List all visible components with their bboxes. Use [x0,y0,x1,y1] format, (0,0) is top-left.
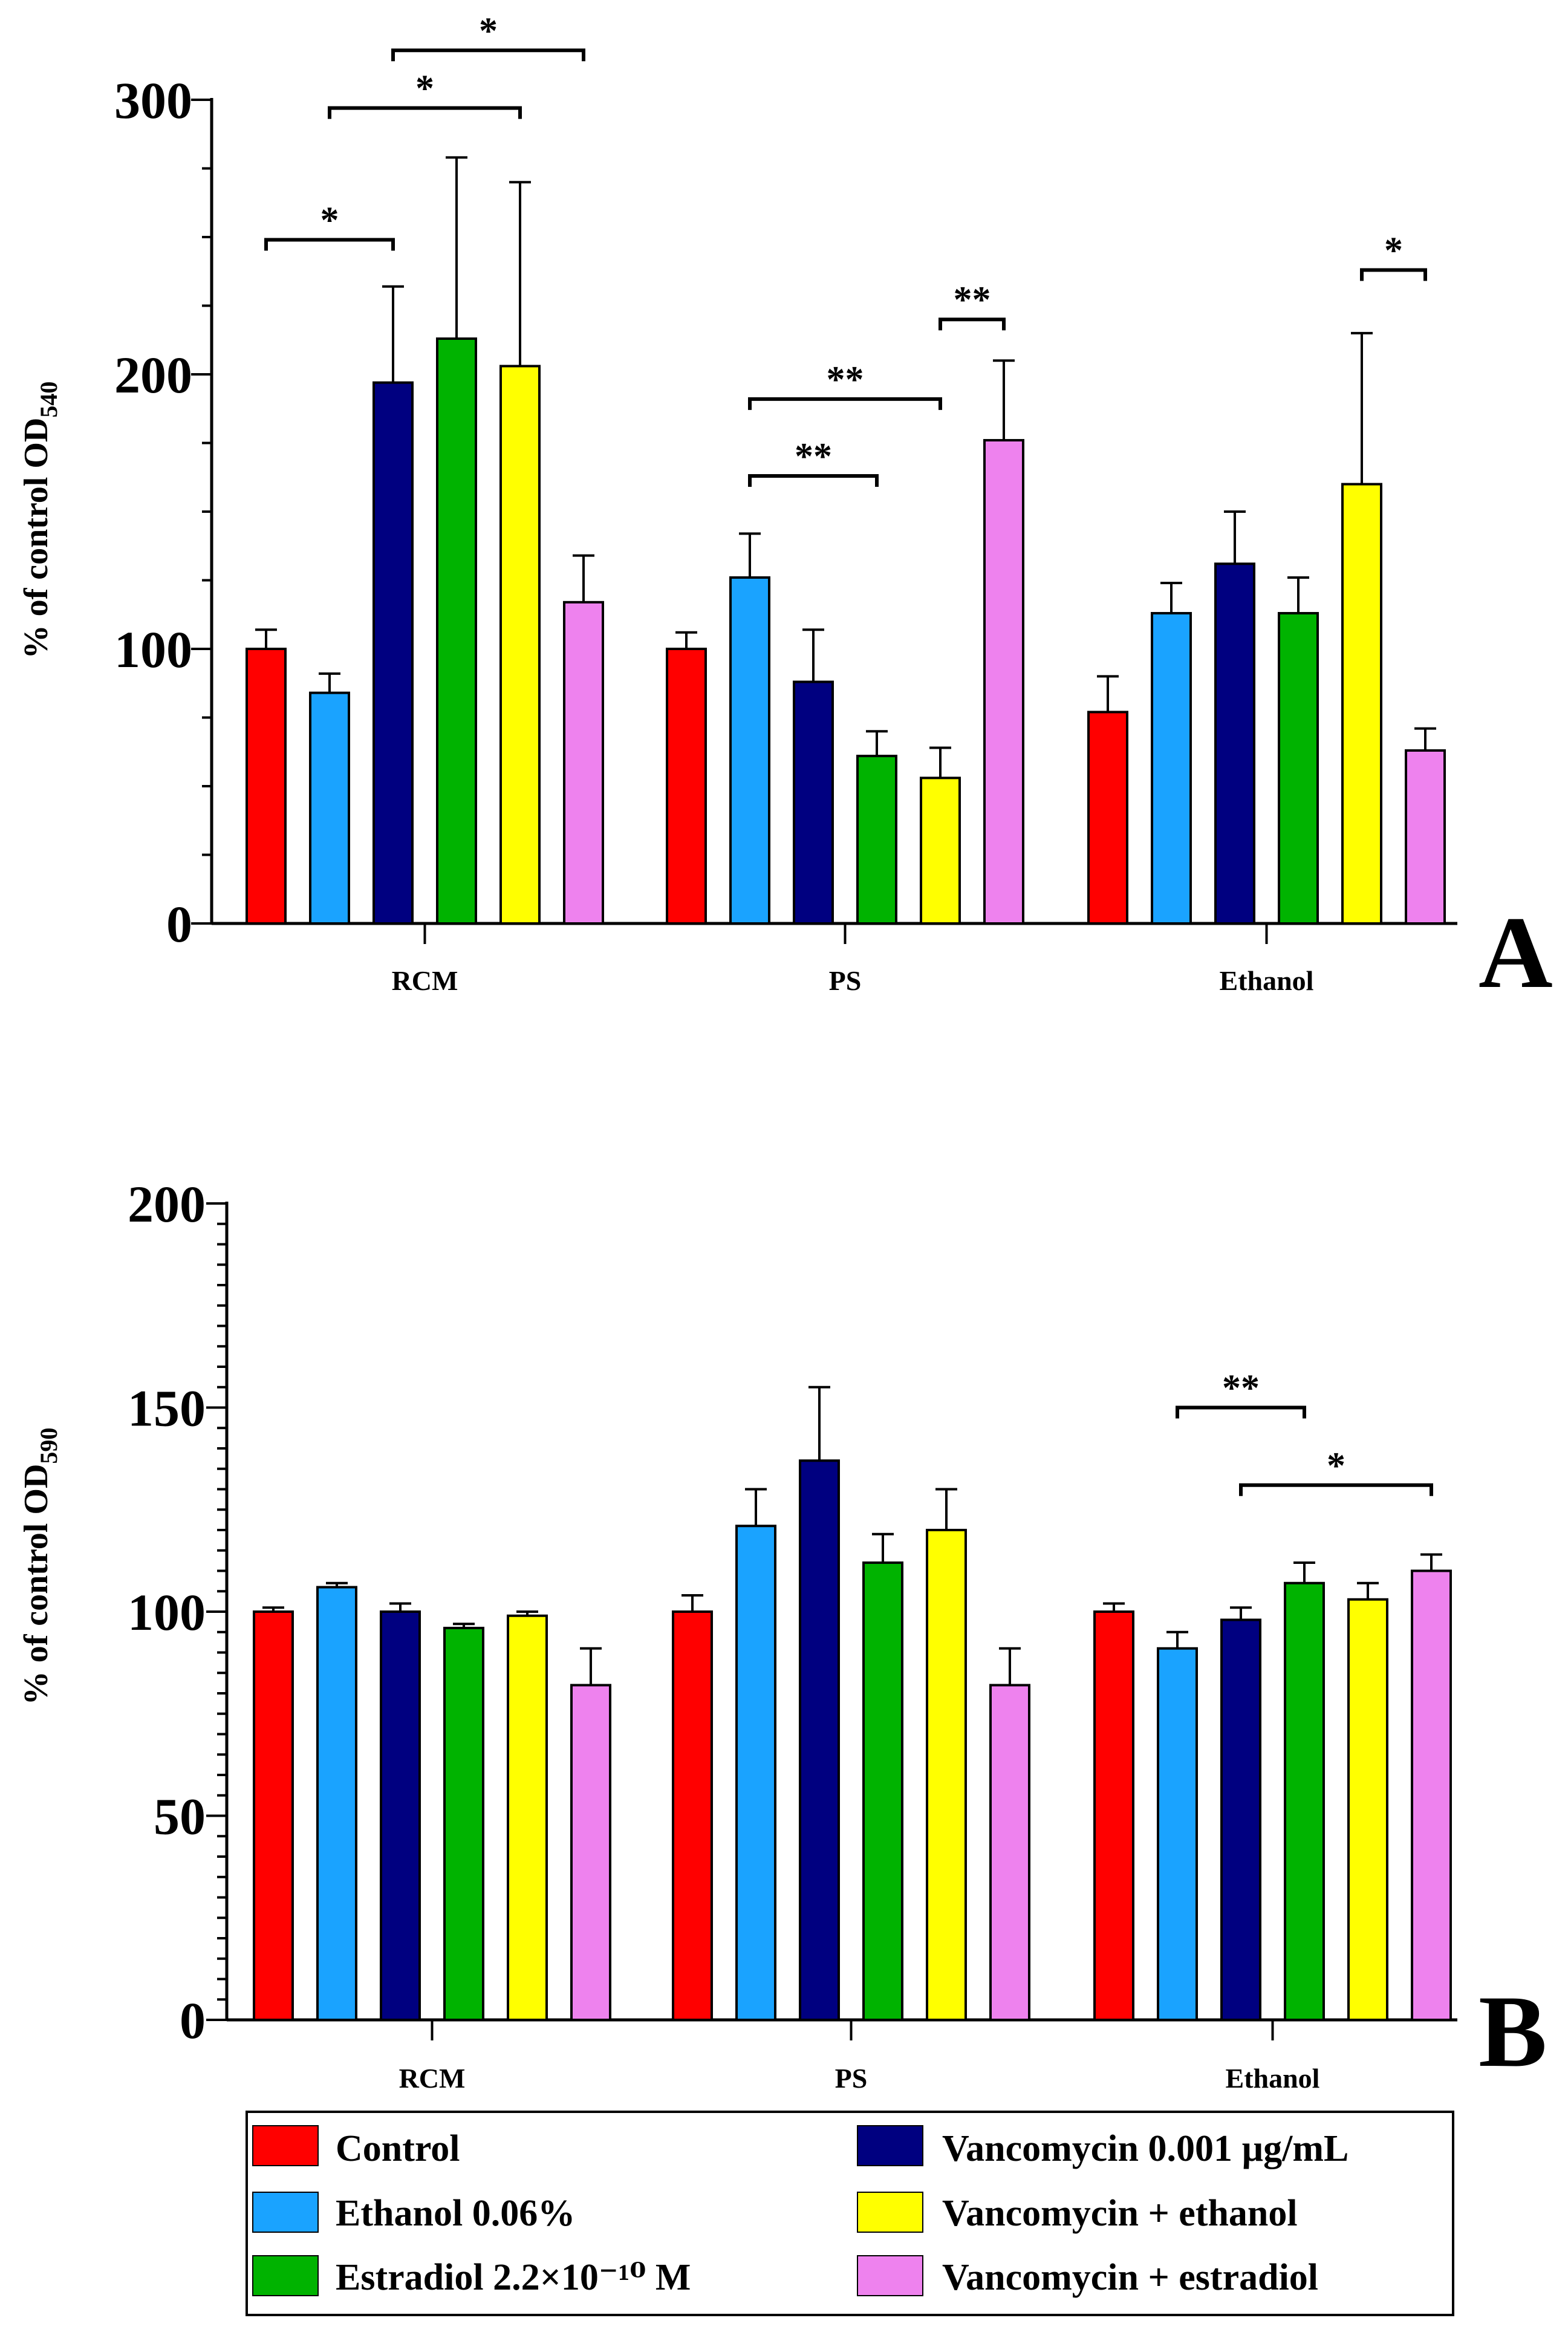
panel-a-bar [309,691,350,925]
panel-b-bar [507,1614,548,2021]
panel-a-bar [372,381,414,925]
panel-b-significance-label: * [1327,1445,1345,1486]
panel-a-significance-bracket [939,317,1006,331]
panel-a-significance-label: * [479,10,498,51]
legend: Control Ethanol 0.06% Estradiol 2.2×10⁻¹… [246,2111,1454,2316]
panel-b-bar [735,1525,776,2021]
panel-a-significance-label: ** [795,436,832,477]
panel-b-bar [1093,1610,1134,2021]
panel-a-chart: % of control OD540 A 0 100 200 300 RCM PS Etha… [18,10,1553,1009]
panel-a-significance-bracket [264,238,395,251]
panel-a-bar [436,337,477,925]
panel-a-significance-bracket [1360,268,1427,281]
panel-a-bar [499,365,541,925]
panel-a-bar [856,755,897,925]
panel-b-bar [799,1459,840,2021]
panel-a-bar [246,648,287,925]
panel-b-chart: % of control OD590 B 0 50 100 150 200 RCM PS Et… [18,1175,1547,2094]
panel-b-bar [1220,1618,1261,2021]
panel-b-y-tick-label: 100 [128,1583,206,1641]
panel-b-y-tick-label: 150 [128,1379,206,1437]
panel-b-y-tick-label: 50 [154,1788,206,1846]
panel-a-y-tick-label: 100 [114,620,192,679]
panel-b-bar [443,1627,484,2021]
legend-label-control: Control [336,2128,460,2169]
legend-label-vancomycin-estradiol: Vancomycin + estradiol [942,2257,1318,2298]
panel-b-significance-bracket [1176,1405,1306,1419]
panel-a-significance-label: * [415,68,434,109]
panel-b-x-category-label: Ethanol [1226,2063,1320,2094]
panel-a-y-tick-label: 300 [114,71,192,129]
panel-b-bar [570,1684,611,2021]
panel-b-letter: B [1479,1975,1547,2088]
legend-label-ethanol: Ethanol 0.06% [336,2193,575,2234]
panel-b-bar [1284,1581,1325,2021]
panel-b-bar [380,1610,421,2021]
panel-a-bar [729,576,770,925]
panel-a-letter: A [1479,896,1553,1009]
panel-b-bar [1347,1598,1388,2021]
panel-a-bar [666,648,707,925]
legend-label-vancomycin-ethanol: Vancomycin + ethanol [942,2193,1298,2234]
panel-a-x-category-label: Ethanol [1220,965,1314,996]
panel-a-significance-bracket [748,397,942,410]
panel-b-bar [316,1586,357,2021]
panel-b-bar [862,1561,903,2021]
panel-a-bar [983,438,1024,925]
panel-b-significance-label: ** [1222,1368,1260,1409]
panel-a-bar [1214,562,1255,925]
panel-a-significance-label: * [1384,230,1403,271]
panel-b-y-tick-label: 0 [180,1991,206,2050]
panel-a-y-tick-label: 0 [166,895,192,953]
legend-swatch-vancomycin-ethanol [857,2192,923,2233]
panel-b-bar [989,1684,1030,2021]
legend-swatch-estradiol [252,2255,319,2296]
panel-a-significance-bracket [748,474,879,487]
panel-a-significance-bracket [391,48,585,62]
panel-b-x-category-label: RCM [399,2063,466,2094]
panel-b-bar [253,1610,294,2021]
panel-a-x-category-label: PS [829,965,862,996]
legend-swatch-vancomycin-estradiol [857,2255,923,2296]
panel-a-bar [1087,711,1128,925]
panel-a-bar [563,601,604,925]
panel-a-bar [920,777,961,925]
legend-label-estradiol: Estradiol 2.2×10⁻¹⁰ M [336,2257,691,2298]
panel-a-y-tick-label: 200 [114,346,192,404]
panel-b-bar [926,1529,967,2021]
legend-swatch-vancomycin [857,2125,923,2166]
panel-b-y-tick-label: 200 [128,1175,206,1233]
panel-a-significance-bracket [328,106,522,119]
panel-a-significance-label: * [320,200,339,241]
panel-b-significance-bracket [1239,1483,1433,1496]
panel-a-bar [1151,611,1192,925]
panel-a-bar [1341,483,1382,925]
panel-b-bar [1411,1569,1452,2021]
panel-a-significance-label: ** [954,279,991,321]
panel-b-bar [672,1610,713,2021]
panel-a-bar [1405,749,1446,925]
panel-a-bar [1278,611,1319,925]
panel-a-significance-label: ** [827,359,864,400]
panel-b-bar [1157,1647,1198,2021]
legend-box [246,2111,1454,2316]
legend-label-vancomycin: Vancomycin 0.001 µg/mL [942,2128,1348,2169]
legend-swatch-control [252,2125,319,2166]
panel-b-y-axis-title: % of control OD590 [18,1428,62,1705]
panel-a-x-category-label: RCM [392,965,458,996]
legend-swatch-ethanol [252,2192,319,2233]
panel-a-y-axis-title: % of control OD540 [18,382,62,659]
panel-b-x-category-label: PS [835,2063,868,2094]
panel-a-bar [793,680,834,925]
